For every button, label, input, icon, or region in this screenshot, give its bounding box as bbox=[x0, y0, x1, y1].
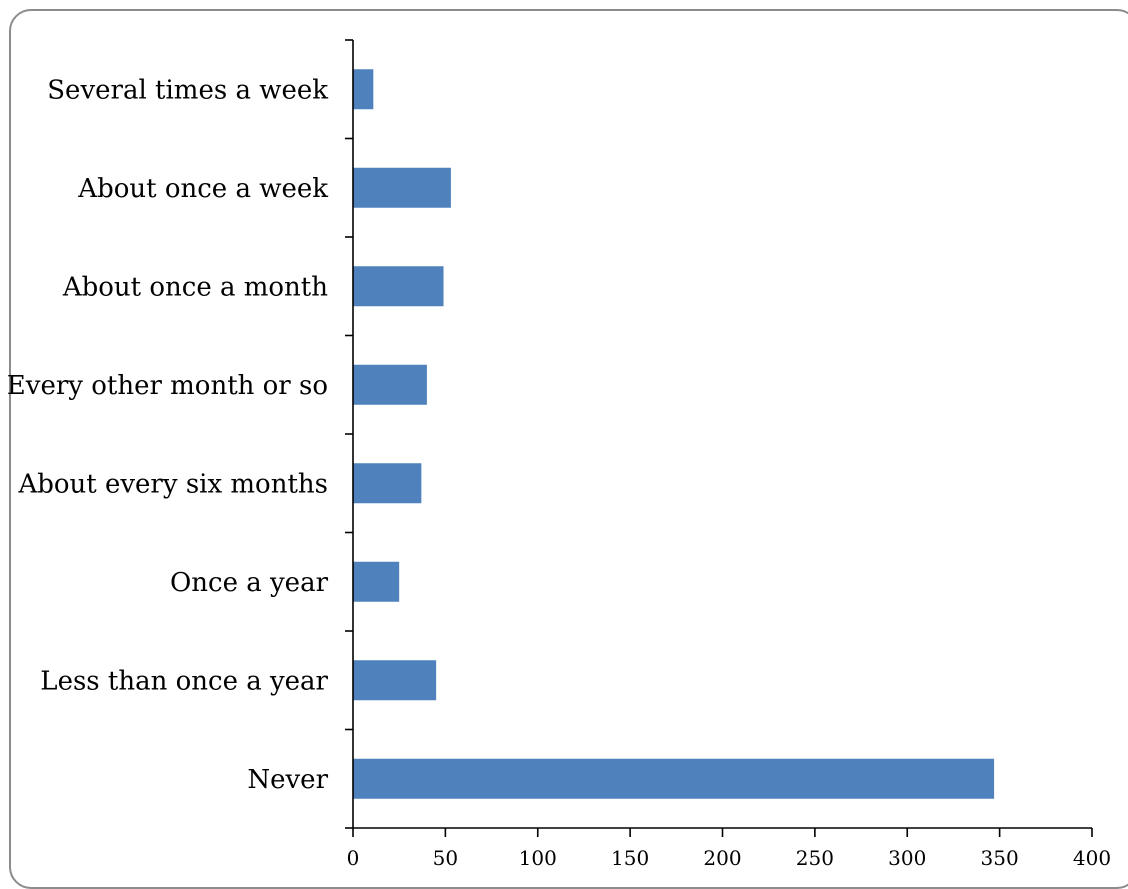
bars-layer bbox=[353, 69, 995, 799]
bar-4 bbox=[353, 463, 422, 504]
bar-2 bbox=[353, 266, 444, 307]
category-label-7: Never bbox=[247, 765, 328, 795]
axes-layer bbox=[345, 39, 1093, 837]
bar-5 bbox=[353, 561, 400, 602]
x-tick-label-5: 250 bbox=[796, 846, 834, 870]
labels-layer: Several times a week About once a week Abo… bbox=[7, 75, 1111, 870]
x-tick-label-0: 0 bbox=[347, 846, 360, 870]
category-label-4: About every six months bbox=[17, 469, 328, 499]
x-tick-label-8: 400 bbox=[1073, 846, 1111, 870]
bar-7 bbox=[353, 758, 995, 799]
x-tick-label-6: 300 bbox=[888, 846, 926, 870]
category-label-3: Every other month or so bbox=[7, 371, 328, 401]
category-label-0: Several times a week bbox=[47, 75, 328, 105]
bar-0 bbox=[353, 69, 374, 110]
x-tick-label-3: 150 bbox=[611, 846, 649, 870]
category-label-1: About once a week bbox=[77, 174, 328, 204]
x-tick-label-7: 350 bbox=[981, 846, 1019, 870]
category-label-5: Once a year bbox=[170, 568, 329, 598]
x-tick-label-4: 200 bbox=[703, 846, 741, 870]
category-label-6: Less than once a year bbox=[40, 666, 328, 696]
bar-3 bbox=[353, 364, 427, 405]
bar-1 bbox=[353, 167, 451, 208]
bar-6 bbox=[353, 660, 437, 701]
x-tick-label-1: 50 bbox=[433, 846, 458, 870]
chart-frame bbox=[9, 9, 1128, 889]
x-tick-label-2: 100 bbox=[519, 846, 557, 870]
category-label-2: About once a month bbox=[62, 272, 328, 302]
